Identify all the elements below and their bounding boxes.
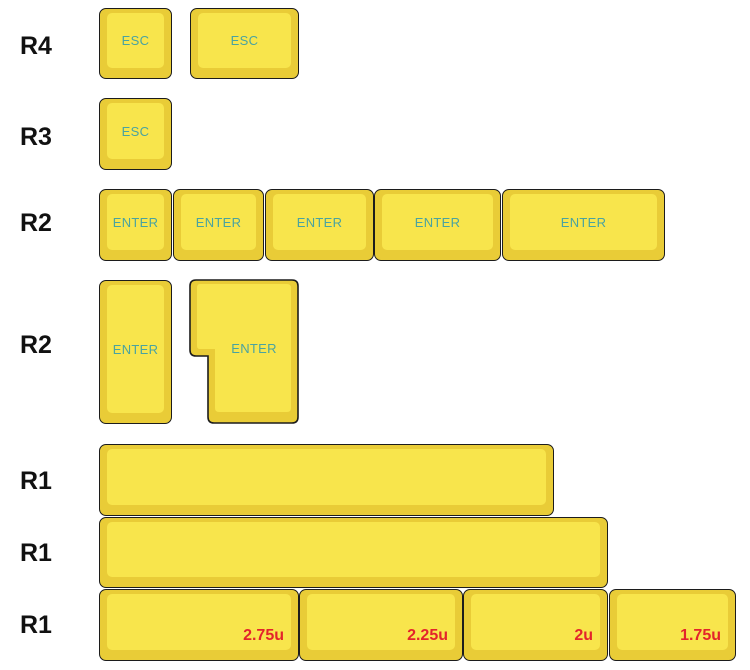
row-label-r1-c: R1: [20, 611, 52, 639]
keycap-2u: 2u: [463, 589, 608, 661]
row-label-r2-tall: R2: [20, 331, 52, 359]
keycap-2-75u: 2.75u: [99, 589, 299, 661]
size-label: 2.25u: [407, 627, 448, 644]
row-label-r1-b: R1: [20, 539, 52, 567]
keycap-legend: ENTER: [195, 214, 242, 230]
row-label-r1-a: R1: [20, 467, 52, 495]
keycap-enter-3: ENTER: [265, 189, 374, 261]
keycap-legend: ENTER: [414, 214, 461, 230]
keycap-enter-4: ENTER: [374, 189, 501, 261]
size-label: 1.75u: [680, 627, 721, 644]
keycap-enter-2: ENTER: [173, 189, 264, 261]
keycap-2-25u: 2.25u: [299, 589, 463, 661]
keycap-enter-iso: [189, 279, 299, 424]
size-label: 2.75u: [243, 627, 284, 644]
row-label-r2: R2: [20, 209, 52, 237]
keycap-esc-1u: ESC: [99, 8, 172, 79]
row-label-r4: R4: [20, 32, 52, 60]
keycap-esc-1-5u: ESC: [190, 8, 299, 79]
row-label-r3: R3: [20, 123, 52, 151]
keycap-esc-r3: ESC: [99, 98, 172, 170]
spacebar-long-2: [99, 517, 608, 588]
keycap-legend: ENTER: [560, 214, 607, 230]
keycap-legend: ENTER: [112, 341, 159, 357]
keycap-legend: ESC: [121, 123, 150, 139]
keycap-enter-1: ENTER: [99, 189, 172, 261]
keycap-legend: ENTER: [231, 340, 277, 356]
spacebar-long-1: [99, 444, 554, 516]
keycap-enter-tall: ENTER: [99, 280, 172, 424]
keycap-legend: ENTER: [112, 214, 159, 230]
keycap-enter-5: ENTER: [502, 189, 665, 261]
keycap-legend: ENTER: [296, 214, 343, 230]
keycap-1-75u: 1.75u: [609, 589, 736, 661]
keycap-legend: ESC: [121, 33, 150, 48]
keycap-legend: ESC: [230, 33, 259, 48]
size-label: 2u: [574, 627, 593, 644]
